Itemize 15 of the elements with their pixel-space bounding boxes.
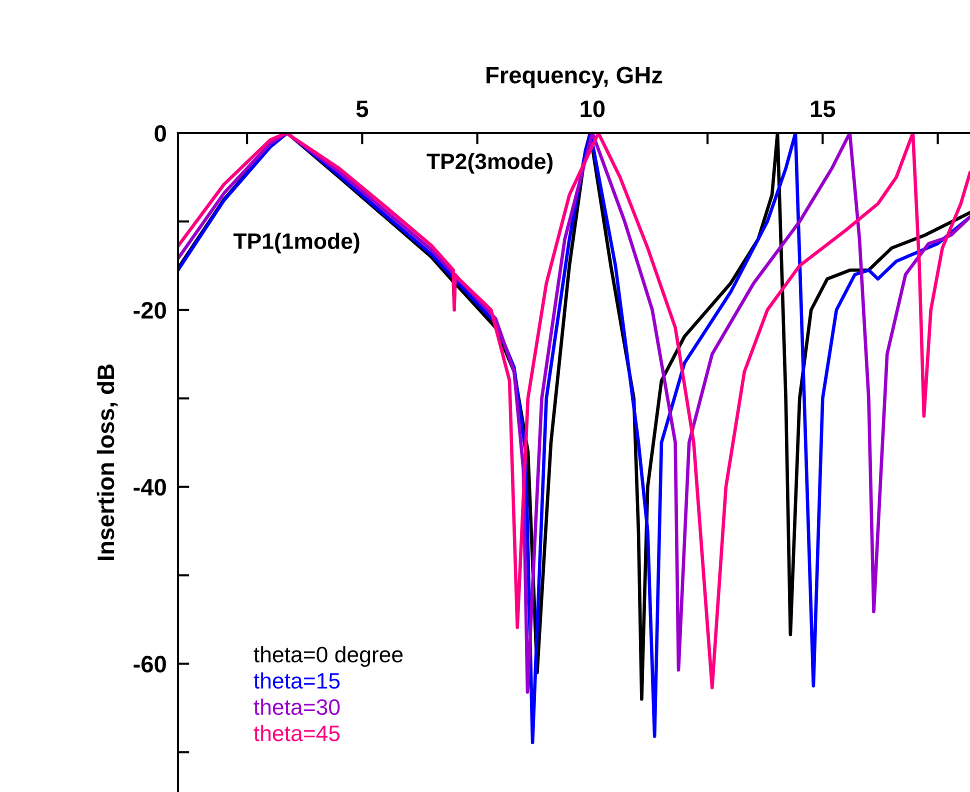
x-tick-label: 15: [811, 100, 836, 118]
y-axis-title: Insertion loss, dB: [96, 364, 118, 560]
y-tick-label: -60: [134, 656, 166, 673]
y-tick-label: -40: [134, 478, 166, 496]
annotation: TP1(1mode): [233, 232, 360, 254]
y-tick-label: -20: [134, 302, 166, 319]
text: theta=30: [254, 698, 340, 715]
text: theta=0 degree: [254, 646, 403, 667]
text: theta=45: [254, 724, 340, 742]
x-tick-label: 10: [580, 100, 605, 118]
y-tick-label: 0: [154, 125, 166, 142]
text: theta=15: [254, 672, 340, 689]
x-axis-title: Frequency, GHz: [486, 66, 662, 88]
x-tick-label: 5: [356, 100, 368, 118]
annotation: TP2(3mode): [426, 152, 553, 174]
